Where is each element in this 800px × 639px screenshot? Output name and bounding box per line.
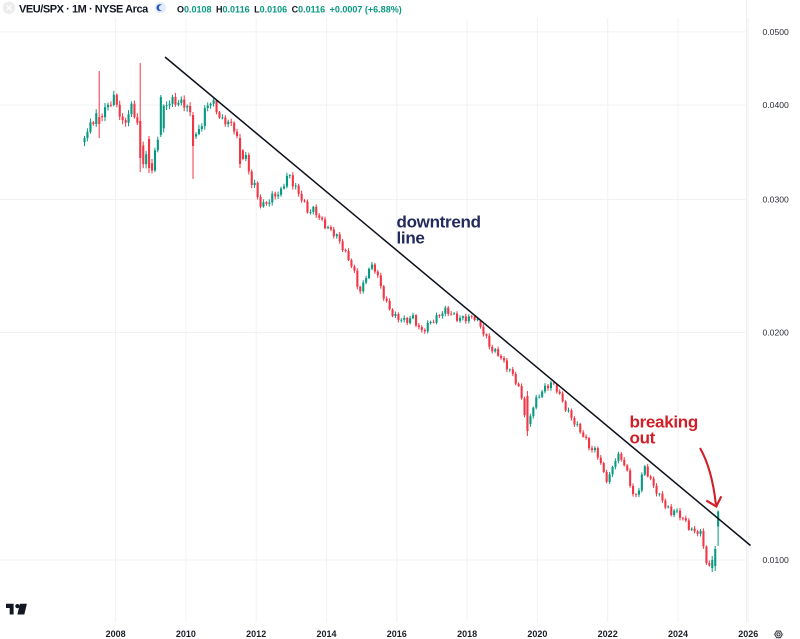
svg-text:2010: 2010 [176,629,196,639]
svg-text:downtrend: downtrend [397,213,481,232]
svg-text:0.0300: 0.0300 [763,195,790,205]
svg-text:2022: 2022 [598,629,618,639]
svg-text:out: out [630,429,656,448]
svg-text:breaking: breaking [630,413,698,432]
svg-text:0.0100: 0.0100 [763,555,790,565]
svg-text:2018: 2018 [457,629,477,639]
svg-text:0.0400: 0.0400 [763,100,790,110]
svg-text:0.0500: 0.0500 [763,27,790,37]
svg-text:line: line [397,229,425,248]
svg-text:VEU/SPX · 1M · NYSE Arca: VEU/SPX · 1M · NYSE Arca [19,3,149,15]
svg-text:0.0200: 0.0200 [763,328,790,338]
svg-text:2020: 2020 [527,629,547,639]
svg-text:2008: 2008 [106,629,126,639]
svg-text:2014: 2014 [316,629,336,639]
svg-text:2026: 2026 [738,629,758,639]
svg-text:2012: 2012 [246,629,266,639]
svg-text:2016: 2016 [387,629,407,639]
svg-text:2024: 2024 [668,629,688,639]
